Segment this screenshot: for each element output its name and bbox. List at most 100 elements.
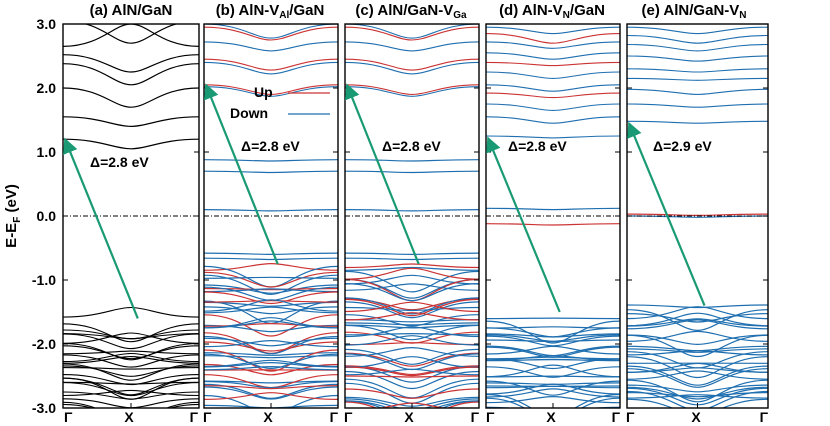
valence-band: [486, 354, 620, 361]
panel-b-title-tail: /GaN: [289, 2, 324, 19]
conduction-band: [63, 24, 199, 47]
valence-band: [627, 368, 768, 388]
valence-band: [63, 354, 199, 368]
valence-band: [345, 346, 479, 357]
valence-band: [627, 386, 768, 400]
conduction-band: [627, 34, 768, 44]
valence-band: [345, 283, 479, 291]
valence-band: [63, 374, 199, 386]
conduction-band: [63, 54, 199, 73]
valence-band: [486, 326, 620, 329]
valence-band: [627, 362, 768, 373]
valence-band: [204, 353, 338, 370]
valence-band: [345, 401, 479, 408]
valence-band: [627, 384, 768, 393]
panel-a-title: (a) AlN/GaN: [90, 2, 173, 19]
x-tick-label: Γ: [760, 409, 769, 425]
gap-arrow: [486, 136, 561, 313]
valence-band: [204, 262, 338, 271]
valence-band: [486, 317, 620, 320]
panel-d: (d) AlN-VN/GaN Δ=2.8 eV Γ X Γ: [485, 2, 621, 425]
panel-d-gap-label: Δ=2.8 eV: [508, 138, 567, 154]
valence-band: [627, 356, 768, 379]
valence-band: [63, 332, 199, 344]
valence-band: [345, 312, 479, 321]
valence-band: [345, 388, 479, 399]
y-tick-label: -1.0: [32, 272, 56, 288]
valence-band: [627, 334, 768, 346]
valence-band: [204, 341, 338, 352]
defect-level: [204, 170, 338, 174]
conduction-band: [627, 55, 768, 62]
x-tick-label: Γ: [203, 409, 212, 425]
conduction-band: [345, 24, 479, 39]
conduction-band: [204, 58, 338, 71]
conduction-band: [345, 84, 479, 95]
conduction-band: [345, 26, 479, 41]
valence-band: [486, 339, 620, 343]
conduction-band: [627, 43, 768, 52]
valence-band: [486, 380, 620, 396]
valence-band: [63, 381, 199, 385]
valence-band: [204, 317, 338, 329]
conduction-band: [627, 120, 768, 124]
conduction-band: [627, 103, 768, 108]
valence-band: [63, 352, 199, 363]
valence-band: [345, 342, 479, 346]
valence-band: [486, 356, 620, 360]
panel-d-title-sub: N: [563, 10, 570, 21]
valence-band: [345, 270, 479, 293]
y-axis-label-sub: F: [12, 217, 23, 223]
valence-band: [204, 380, 338, 384]
conduction-band: [345, 86, 479, 97]
conduction-band: [345, 58, 479, 71]
x-tick-label: X: [404, 409, 414, 425]
valence-band: [345, 400, 479, 408]
valence-band: [204, 394, 338, 408]
valence-band: [204, 352, 338, 356]
conduction-band: [486, 71, 620, 79]
valence-band: [345, 324, 479, 329]
legend: Up Down: [230, 84, 330, 121]
valence-band: [486, 385, 620, 389]
valence-band: [486, 345, 620, 355]
conduction-band: [486, 103, 620, 111]
conduction-band: [345, 41, 479, 52]
defect-level: [627, 213, 768, 217]
valence-band: [345, 366, 479, 377]
valence-band: [486, 333, 620, 338]
conduction-band: [486, 33, 620, 44]
conduction-band: [627, 26, 768, 35]
valence-band: [627, 370, 768, 380]
x-tick-label: Γ: [344, 409, 353, 425]
valence-band: [627, 349, 768, 356]
y-axis-label: E-EF (eV): [3, 184, 23, 248]
defect-level: [204, 257, 338, 261]
conduction-band: [486, 52, 620, 60]
valence-band: [627, 318, 768, 327]
valence-band: [345, 356, 479, 368]
valence-band: [204, 306, 338, 314]
plot-area: [627, 26, 768, 408]
y-tick-label: -3.0: [32, 400, 56, 416]
x-tick-label: Γ: [330, 409, 339, 425]
panel-d-x-ticks: Γ X Γ: [486, 409, 621, 425]
valence-band: [345, 319, 479, 323]
panel-b-title-sub: Al: [279, 10, 289, 21]
y-tick-label: 2.0: [37, 80, 57, 96]
gap-arrow: [627, 121, 706, 307]
defect-level: [345, 170, 479, 174]
x-tick-label: Γ: [471, 409, 480, 425]
valence-band: [345, 301, 479, 319]
conduction-band: [627, 88, 768, 95]
gap-arrow: [344, 83, 420, 265]
valence-band: [627, 392, 768, 398]
panel-c-x-ticks: Γ X Γ: [344, 409, 480, 425]
panel-c-title-main: (c) AlN/GaN-V: [355, 2, 453, 19]
defect-level: [204, 159, 338, 162]
y-axis-label-main: E-E: [3, 223, 20, 248]
defect-level: [486, 223, 620, 226]
valence-band: [345, 335, 479, 346]
valence-band: [486, 320, 620, 344]
valence-band: [345, 297, 479, 315]
